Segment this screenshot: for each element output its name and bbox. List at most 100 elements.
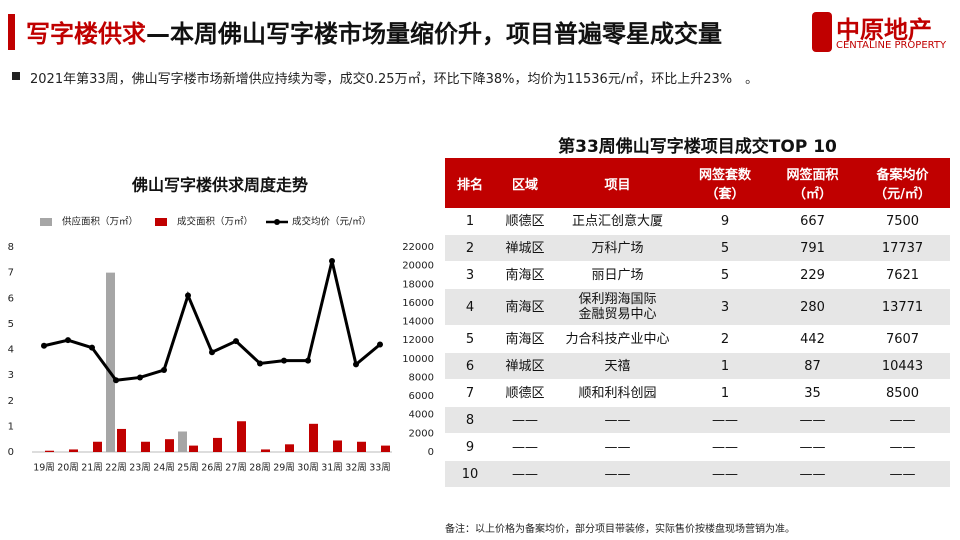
x-tick-label: 23周 — [129, 463, 151, 474]
table-cell: 5 — [680, 234, 770, 262]
x-tick-label: 33周 — [369, 463, 391, 474]
bar — [309, 423, 318, 452]
column-header: 排名 — [445, 158, 495, 208]
bar — [213, 437, 222, 452]
y-tick-label: 1 — [8, 421, 14, 432]
y-tick-label: 3 — [8, 370, 14, 381]
table-cell: —— — [495, 460, 555, 488]
table-cell: 7 — [445, 379, 495, 407]
table-cell: 南海区 — [495, 261, 555, 289]
table-cell: 4 — [445, 288, 495, 326]
column-header: 网签套数 （套） — [680, 158, 770, 208]
table-cell: 8500 — [855, 379, 950, 407]
table-cell: 丽日广场 — [555, 261, 680, 289]
legend-label: 成交均价（元/㎡） — [292, 216, 371, 228]
marker — [353, 361, 359, 368]
table-cell: 5 — [680, 261, 770, 289]
table-cell: 7621 — [855, 261, 950, 289]
y2-tick-label: 2000 — [409, 428, 434, 439]
bar — [93, 441, 102, 452]
table-title: 第33周佛山写字楼项目成交TOP 10 — [558, 137, 837, 157]
table-cell: 1 — [680, 379, 770, 407]
table-cell: 10443 — [855, 352, 950, 380]
table-cell: 13771 — [855, 288, 950, 326]
table-cell: —— — [855, 406, 950, 434]
table-cell: —— — [770, 406, 855, 434]
y2-tick-label: 4000 — [409, 410, 434, 421]
bar — [45, 450, 54, 452]
table-cell: 保利翔海国际 金融贸易中心 — [555, 288, 680, 326]
table-cell: —— — [555, 460, 680, 488]
chart-title: 佛山写字楼供求周度走势 — [131, 176, 308, 195]
table-cell: 7607 — [855, 325, 950, 353]
table-cell: 17737 — [855, 234, 950, 262]
marker — [161, 367, 167, 373]
x-tick-label: 29周 — [273, 463, 295, 474]
logo-text: 中原地产 — [836, 16, 932, 44]
table-row: 4 南海区 保利翔海国际 金融贸易中心 3 280 13771 — [445, 288, 950, 326]
table-row: 2 禅城区 万科广场 5 791 17737 — [445, 234, 950, 262]
marker — [281, 357, 287, 364]
table-cell: 5 — [445, 325, 495, 353]
x-tick-label: 24周 — [153, 463, 175, 474]
table-row: 3 南海区 丽日广场 5 229 7621 — [445, 261, 950, 289]
y2-tick-label: 18000 — [402, 279, 434, 290]
table-cell: 天禧 — [555, 352, 680, 380]
x-tick-label: 32周 — [345, 463, 367, 474]
table-cell: 2 — [680, 325, 770, 353]
table-cell: —— — [770, 460, 855, 488]
table: 排名 区域 项目 网签套数 （套） 网签面积 （㎡） 备案均价 （元/㎡） 1 顺德区 正点汇创… — [445, 158, 950, 488]
marker — [65, 337, 71, 344]
table-cell: 6 — [445, 352, 495, 380]
y-tick-label: 6 — [8, 293, 14, 304]
table-cell: 正点汇创意大厦 — [555, 208, 680, 235]
table-cell: 35 — [770, 379, 855, 407]
title-highlight: 写字楼供求 — [26, 20, 146, 48]
table-cell: 9 — [445, 433, 495, 461]
x-tick-label: 30周 — [297, 463, 319, 474]
table-cell: —— — [855, 460, 950, 488]
table-cell: 1 — [445, 208, 495, 235]
y-tick-label: 2 — [8, 396, 14, 407]
bar — [141, 441, 150, 452]
table-cell: —— — [770, 433, 855, 461]
marker — [233, 338, 239, 345]
table-cell: —— — [555, 406, 680, 434]
x-tick-label: 31周 — [321, 463, 343, 474]
table-cell: 7500 — [855, 208, 950, 235]
y2-tick-label: 16000 — [402, 298, 434, 309]
header-row: 排名 区域 项目 网签套数 （套） 网签面积 （㎡） 备案均价 （元/㎡） — [445, 158, 950, 208]
logo-icon — [812, 12, 832, 52]
bar — [285, 444, 294, 452]
x-tick-label: 20周 — [57, 463, 79, 474]
x-tick-label: 25周 — [177, 463, 199, 474]
y2-tick-label: 20000 — [402, 261, 434, 272]
x-tick-label: 27周 — [225, 463, 247, 474]
table-cell: 2 — [445, 234, 495, 262]
marker — [137, 374, 143, 381]
marker — [257, 360, 263, 367]
column-header: 项目 — [555, 158, 680, 208]
y2-tick-label: 6000 — [409, 391, 434, 402]
bar — [357, 441, 366, 452]
marker — [89, 344, 95, 351]
table-cell: 3 — [680, 288, 770, 326]
marker — [209, 349, 215, 356]
table-cell: 顺德区 — [495, 208, 555, 235]
x-tick-label: 26周 — [201, 463, 223, 474]
y-tick-label: 5 — [8, 319, 14, 330]
table-cell: 力合科技产业中心 — [555, 325, 680, 353]
y2-tick-label: 8000 — [409, 372, 434, 383]
column-header: 区域 — [495, 158, 555, 208]
table-cell: 顺德区 — [495, 379, 555, 407]
y2-tick-label: 12000 — [402, 335, 434, 346]
y-tick-label: 7 — [8, 268, 14, 279]
table-cell: 禅城区 — [495, 352, 555, 380]
bar — [381, 445, 390, 452]
table-cell: 229 — [770, 261, 855, 289]
x-tick-label: 28周 — [249, 463, 271, 474]
bar — [189, 445, 198, 452]
bar — [178, 431, 187, 452]
y2-tick-label: 10000 — [402, 354, 434, 365]
legend-swatch — [274, 219, 280, 225]
